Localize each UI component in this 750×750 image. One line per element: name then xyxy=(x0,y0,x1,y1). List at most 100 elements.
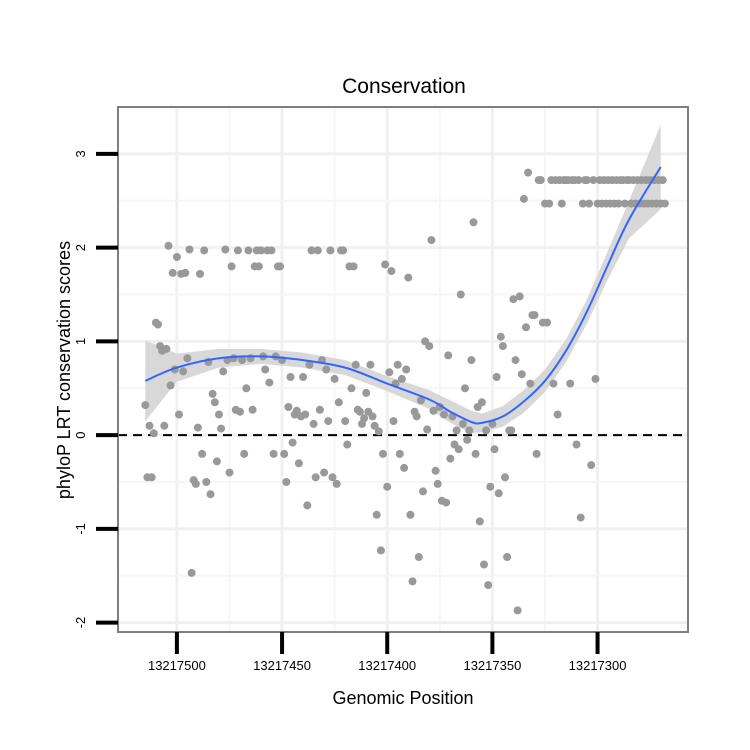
data-point xyxy=(372,510,381,519)
data-point xyxy=(461,384,469,393)
data-point xyxy=(589,176,598,185)
data-point xyxy=(366,360,375,369)
data-point xyxy=(164,241,173,250)
data-point xyxy=(591,374,600,383)
panel-border-layer xyxy=(117,106,689,633)
data-point xyxy=(412,412,421,421)
data-point xyxy=(585,199,594,208)
data-point xyxy=(233,246,242,255)
data-point xyxy=(404,273,413,282)
data-point xyxy=(446,454,455,463)
data-point xyxy=(381,260,390,269)
data-point xyxy=(145,421,154,430)
y-tick-label: -2 xyxy=(73,617,88,629)
data-point xyxy=(221,245,230,254)
data-point xyxy=(477,398,486,407)
data-point xyxy=(288,438,297,447)
data-point xyxy=(301,410,310,419)
data-point xyxy=(519,194,528,203)
data-point xyxy=(465,426,474,435)
data-point xyxy=(498,342,507,351)
data-point xyxy=(511,356,520,365)
data-point xyxy=(162,344,171,353)
chart-title: Conservation xyxy=(342,75,466,98)
data-point xyxy=(543,318,552,327)
data-point xyxy=(219,367,228,376)
data-point xyxy=(444,351,453,360)
data-point xyxy=(282,478,291,486)
data-point xyxy=(442,498,451,507)
data-point xyxy=(183,354,192,363)
data-point xyxy=(324,417,333,426)
data-point xyxy=(416,396,425,405)
data-point xyxy=(269,449,278,458)
data-point xyxy=(238,356,247,365)
data-point xyxy=(217,424,226,433)
data-point xyxy=(328,473,337,482)
data-point xyxy=(326,246,335,255)
x-axis: 13217500 13217450 13217400 13217350 13217300 xyxy=(148,632,627,673)
data-point xyxy=(513,606,522,615)
data-point xyxy=(248,405,257,414)
data-point xyxy=(341,417,350,426)
data-point xyxy=(526,379,535,388)
data-point xyxy=(572,440,581,449)
data-point xyxy=(307,246,316,255)
data-point xyxy=(379,449,387,458)
data-point xyxy=(202,478,211,486)
data-point xyxy=(254,262,263,271)
data-point xyxy=(536,176,545,185)
data-point xyxy=(522,323,530,332)
data-point xyxy=(360,414,369,423)
x-tick-label: 13217350 xyxy=(463,658,521,673)
data-point xyxy=(368,412,377,421)
data-point xyxy=(299,373,308,381)
data-point xyxy=(292,406,301,415)
data-point xyxy=(515,292,524,301)
data-point xyxy=(280,449,289,458)
data-point xyxy=(267,246,276,255)
x-tick-label: 13217300 xyxy=(569,658,627,673)
data-point xyxy=(355,407,364,416)
data-point xyxy=(467,356,476,365)
data-point xyxy=(175,410,183,419)
x-tick-label: 13217400 xyxy=(358,658,416,673)
data-point xyxy=(458,419,467,428)
data-point xyxy=(456,290,465,299)
data-point xyxy=(517,370,526,379)
y-tick-label: 1 xyxy=(73,338,88,345)
data-point xyxy=(265,378,274,387)
data-point xyxy=(503,553,512,561)
x-axis-label: Genomic Position xyxy=(332,688,473,708)
data-point xyxy=(549,379,558,388)
data-point xyxy=(168,268,177,277)
data-point xyxy=(160,421,169,430)
data-point xyxy=(179,367,188,376)
y-tick-label: 0 xyxy=(73,431,88,438)
x-tick-label: 13217450 xyxy=(253,658,311,673)
data-point xyxy=(305,360,314,369)
data-point xyxy=(454,445,463,454)
data-point xyxy=(482,426,491,435)
data-point xyxy=(614,199,623,208)
data-point xyxy=(406,510,415,519)
data-point xyxy=(347,384,356,393)
data-point xyxy=(351,360,360,369)
data-point xyxy=(578,199,587,208)
data-point xyxy=(332,479,341,488)
data-point xyxy=(181,268,190,277)
data-point xyxy=(198,449,207,458)
data-point xyxy=(480,560,488,569)
data-point xyxy=(425,342,434,351)
data-point xyxy=(492,373,501,381)
data-point xyxy=(419,487,427,496)
data-point xyxy=(583,176,591,185)
data-point xyxy=(212,457,221,466)
data-point xyxy=(303,501,312,510)
data-point xyxy=(225,468,234,477)
data-point xyxy=(286,373,295,381)
y-tick-label: 2 xyxy=(73,244,88,251)
data-point xyxy=(276,262,284,271)
data-point xyxy=(427,236,436,245)
